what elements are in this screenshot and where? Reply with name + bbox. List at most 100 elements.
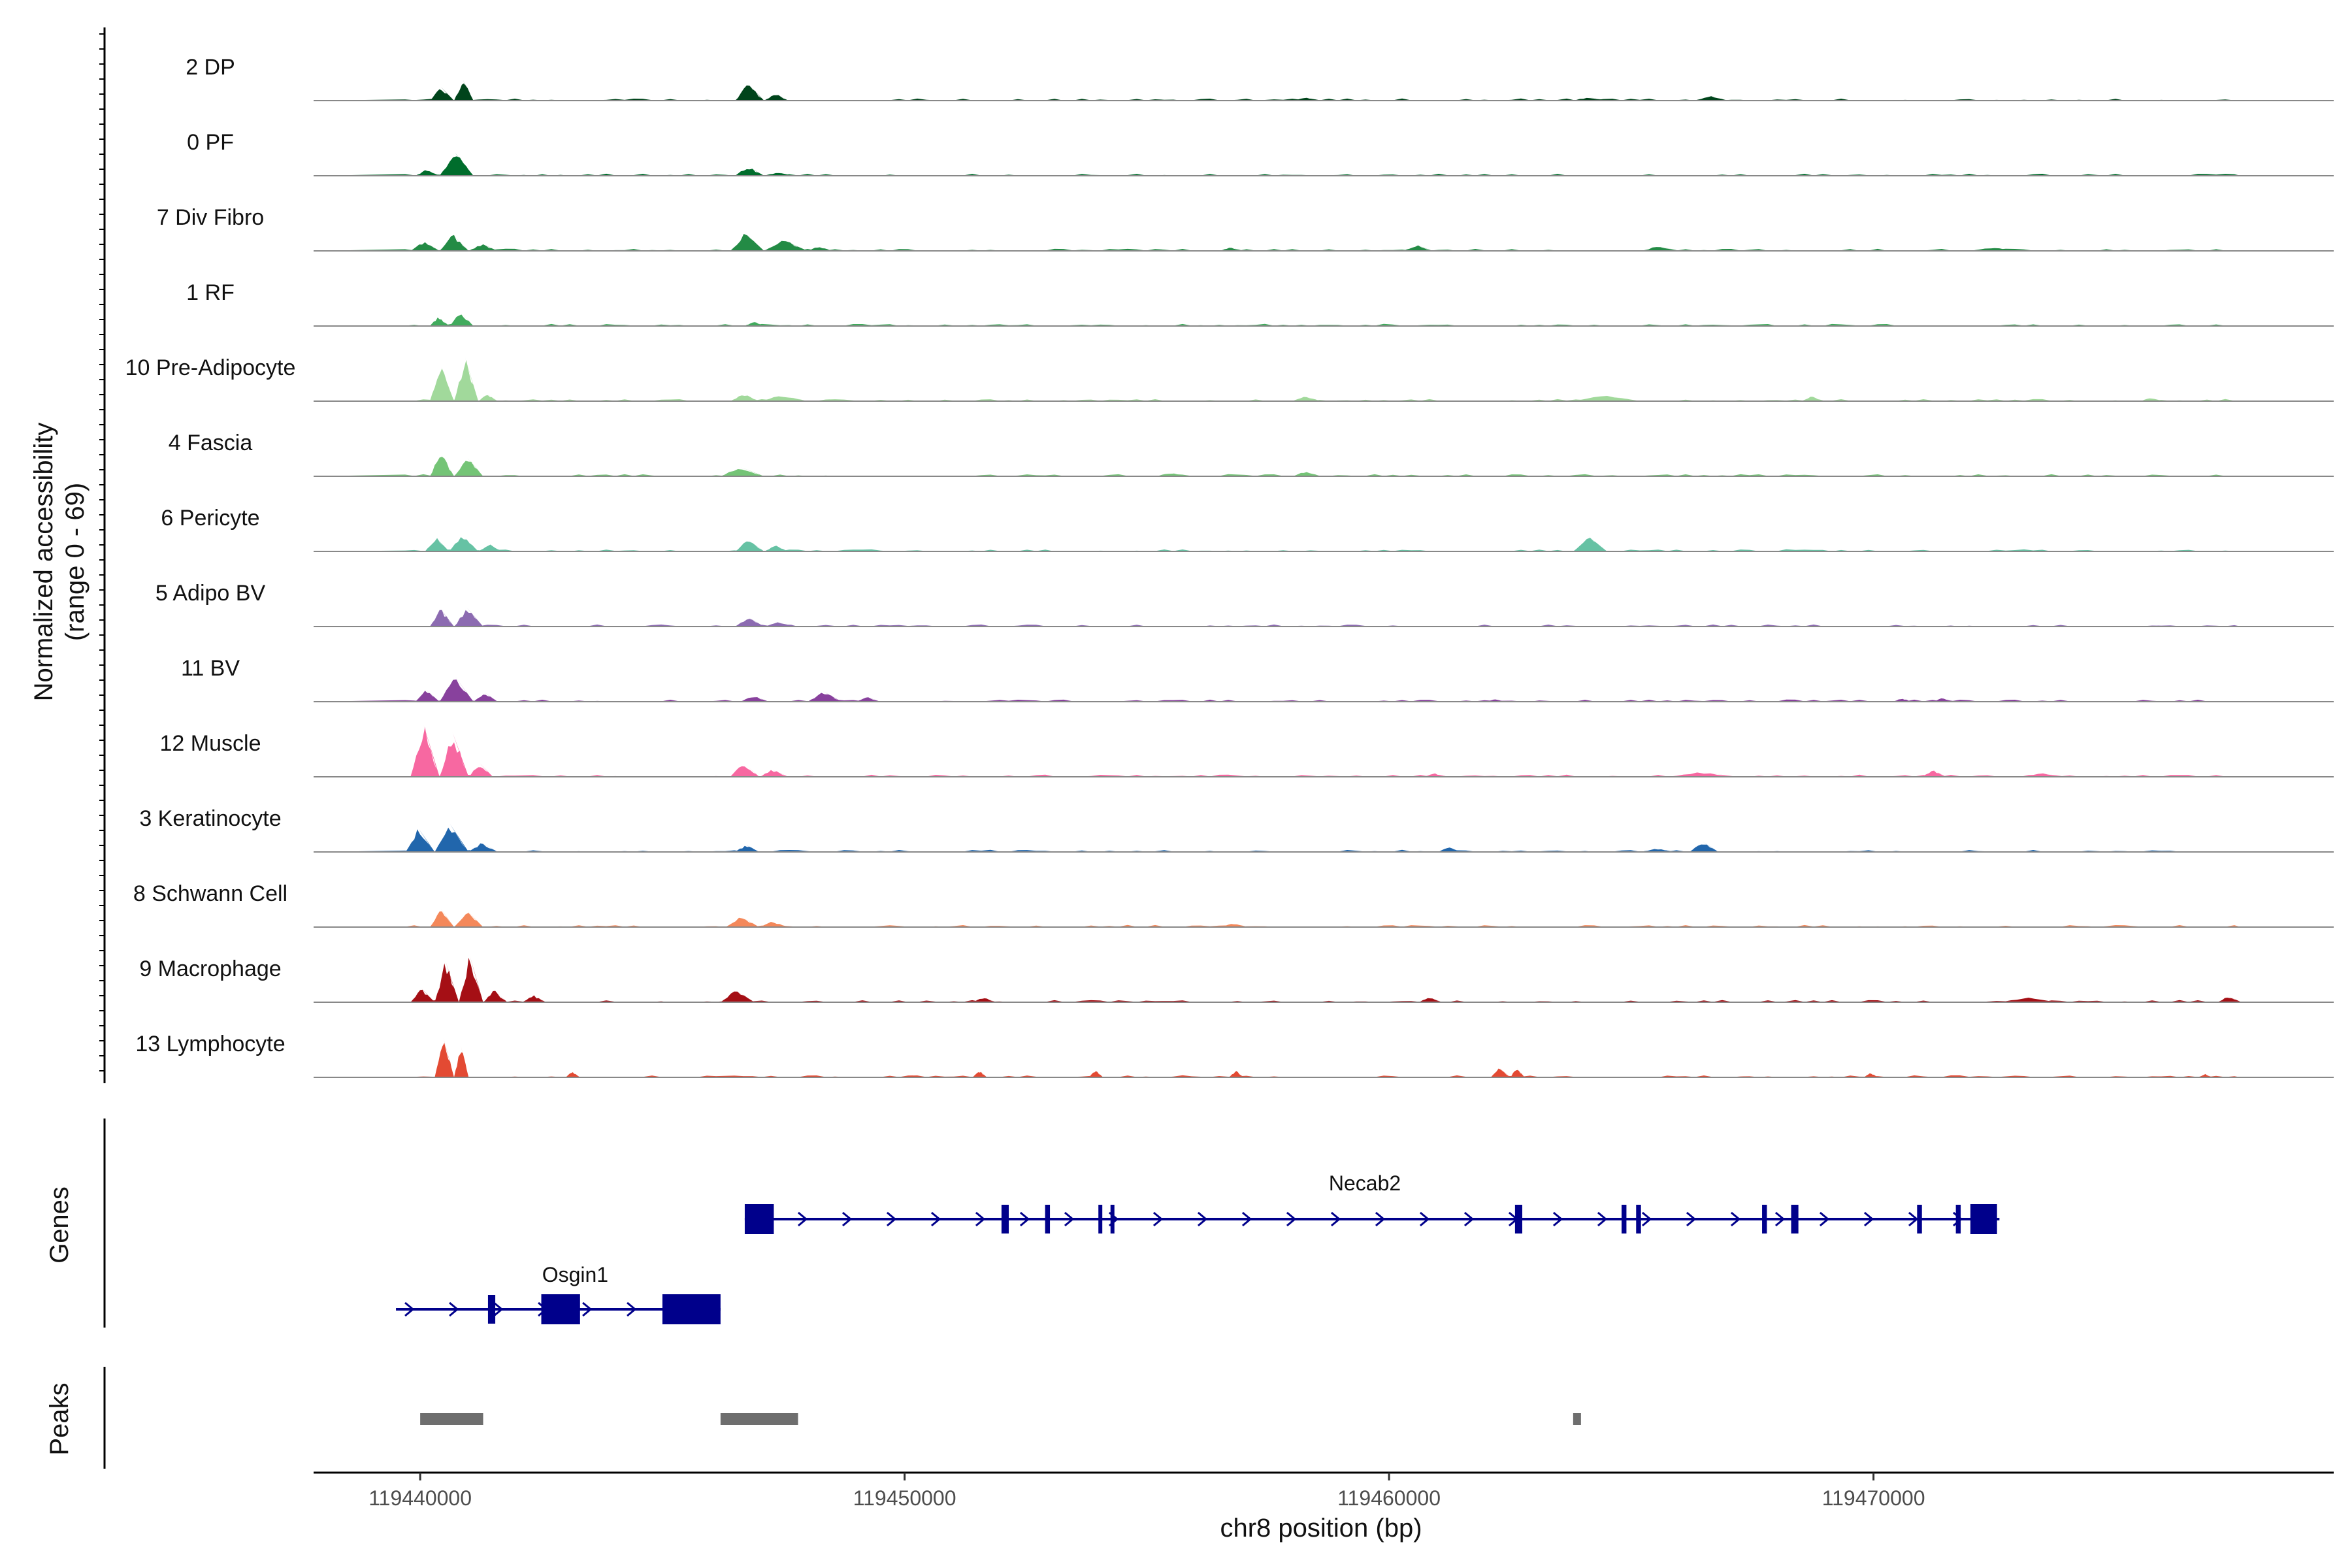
track-3-keratinocyte: 3 Keratinocyte (139, 806, 2334, 853)
gene-exon (1098, 1205, 1103, 1233)
coverage-peak (764, 240, 808, 251)
strand-arrow-icon (1863, 1211, 1874, 1227)
coverage-peak (735, 166, 764, 176)
coverage-peak (1292, 396, 1322, 401)
coverage-peak (410, 725, 440, 777)
coverage-peak (565, 1071, 580, 1077)
coverage-peak (808, 691, 842, 702)
strand-arrow-icon (886, 1211, 897, 1227)
track-13-lymphocyte: 13 Lymphocyte (135, 1032, 2334, 1078)
x-tick-label: 119470000 (1822, 1486, 1925, 1510)
y-axis-title-line2: (range 0 - 69) (61, 483, 90, 641)
strand-arrow-icon (1152, 1211, 1164, 1227)
strand-arrow-icon (1330, 1211, 1341, 1227)
track-6-pericyte: 6 Pericyte (161, 506, 2334, 552)
strand-arrow-icon (841, 1211, 853, 1227)
strand-arrow-icon (1908, 1211, 1919, 1227)
coverage-peak (1801, 396, 1825, 401)
coverage-peak (434, 1037, 454, 1077)
coverage-peak (720, 990, 755, 1002)
coverage-peak (740, 696, 769, 702)
track-10-pre-adipocyte: 10 Pre-Adipocyte (125, 355, 2334, 402)
genes-panel: Necab2 Osgin1 (103, 1119, 2000, 1328)
coverage-peak (735, 84, 764, 101)
coverage-peak (1418, 997, 1443, 1002)
strand-arrow-icon (1641, 1211, 1652, 1227)
coverage-peak (483, 990, 508, 1002)
track-label: 1 RF (186, 280, 235, 305)
coverage-peak (1403, 245, 1433, 251)
x-tick-label: 119460000 (1337, 1486, 1441, 1510)
coverage-peak (473, 692, 498, 702)
strand-arrow-icon (582, 1301, 593, 1317)
track-label: 12 Muscle (160, 731, 261, 756)
coverage-peak (1921, 770, 1946, 777)
coverage-peak (730, 233, 764, 251)
gene-label: Osgin1 (542, 1263, 608, 1286)
coverage-peak (459, 955, 483, 1002)
coverage-peak (744, 321, 764, 326)
coverage-peak (430, 609, 454, 627)
coverage-peak (2140, 397, 2164, 401)
coverage-peak (454, 357, 479, 401)
track-4-fascia: 4 Fascia (169, 431, 2334, 477)
gene-exon (487, 1295, 496, 1324)
strand-arrow-icon (1064, 1211, 1075, 1227)
track-label: 10 Pre-Adipocyte (125, 355, 296, 380)
strand-arrow-icon (1730, 1211, 1741, 1227)
coverage-peak (521, 995, 546, 1002)
strand-arrow-icon (1286, 1211, 1297, 1227)
coverage-peak (439, 732, 469, 777)
coverage-peak (454, 608, 483, 627)
coverage-peak (415, 690, 440, 702)
coverage-peak (415, 170, 440, 176)
peaks-panel-title: Peaks (45, 1382, 74, 1455)
coverage-peak (720, 466, 764, 476)
coverage-peak (1694, 95, 1729, 101)
coverage-peak (434, 961, 459, 1002)
strand-arrow-icon (1686, 1211, 1697, 1227)
gene-exon (744, 1204, 774, 1234)
coverage-peak (2217, 996, 2242, 1002)
track-1-rf: 1 RF (186, 280, 2334, 327)
track-label: 8 Schwann Cell (133, 881, 287, 906)
coverage-peak (454, 457, 483, 476)
track-7-div-fibro: 7 Div Fibro (157, 205, 2334, 252)
coverage-peak (449, 312, 474, 326)
coverage-peak (764, 546, 789, 551)
coverage-peak (478, 394, 498, 401)
gene-exon (1917, 1205, 1922, 1233)
coverage-peak (972, 997, 997, 1002)
strand-arrow-icon (1419, 1211, 1430, 1227)
coverage-peak (478, 544, 503, 551)
coverage-peak (1219, 247, 1244, 251)
coverage-peak (1999, 997, 2058, 1002)
coverage-peak (1573, 395, 1641, 401)
strand-arrow-icon (1774, 1211, 1786, 1227)
coverage-peak (468, 244, 498, 251)
strand-arrow-icon (1597, 1211, 1608, 1227)
coverage-peak (759, 770, 789, 777)
coverage-peak (2019, 773, 2068, 777)
coverage-peak (449, 535, 479, 551)
peak-region (1573, 1413, 1581, 1425)
gene-necab2: Necab2 (744, 1171, 2000, 1234)
coverage-peak (1510, 1068, 1525, 1077)
coverage-peak (1219, 923, 1249, 927)
strand-arrow-icon (449, 1301, 459, 1317)
y-axis (99, 27, 106, 1083)
coverage-peak (430, 366, 454, 401)
coverage-peak (1893, 698, 1912, 702)
coverage-peak (735, 617, 764, 627)
track-label: 0 PF (187, 130, 234, 155)
track-background-signal (314, 624, 2241, 627)
track-label: 2 DP (186, 55, 235, 80)
coverage-peak (1641, 848, 1675, 852)
gene-exon (541, 1294, 580, 1324)
strand-arrow-icon (627, 1301, 637, 1317)
peaks-panel (103, 1367, 1581, 1469)
strand-arrow-icon (1197, 1211, 1208, 1227)
coverage-peak (972, 1070, 987, 1077)
coverage-peak (1292, 471, 1322, 476)
